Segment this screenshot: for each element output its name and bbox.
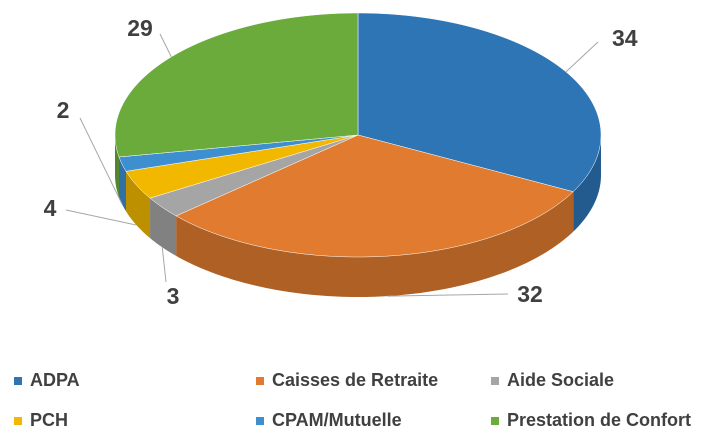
legend-label: Aide Sociale	[507, 370, 614, 390]
leader-line	[79, 117, 123, 205]
data-label: 2	[57, 97, 70, 123]
legend-marker	[14, 377, 22, 385]
slice-side	[115, 135, 119, 197]
slice	[175, 134, 574, 258]
legend-label: PCH	[30, 410, 68, 430]
slice-side	[573, 135, 601, 232]
slice-side	[150, 198, 177, 256]
slice-side	[118, 156, 127, 212]
legend-marker	[256, 417, 264, 425]
legend-marker	[256, 377, 264, 385]
legend-marker	[14, 417, 22, 425]
leader-line	[565, 41, 599, 73]
leader-line	[159, 33, 172, 58]
legend-marker	[491, 377, 499, 385]
legend-label: CPAM/Mutuelle	[272, 410, 402, 430]
leader-line	[65, 209, 137, 226]
data-label: 32	[517, 281, 543, 307]
slice	[118, 134, 359, 172]
leader-line	[161, 247, 167, 283]
data-label: 3	[167, 283, 180, 309]
data-label: 29	[127, 15, 153, 41]
legend-label: Caisses de Retraite	[272, 370, 438, 390]
legend-label: Prestation de Confort	[507, 410, 691, 430]
leader-line	[387, 293, 509, 297]
slice	[357, 12, 602, 192]
slice-side	[176, 191, 574, 297]
slice	[125, 134, 359, 199]
legend-label: ADPA	[30, 370, 80, 390]
data-label: 4	[44, 195, 57, 221]
slice	[149, 134, 359, 217]
data-label: 34	[612, 25, 638, 51]
slice-side	[126, 171, 151, 239]
legend-marker	[491, 417, 499, 425]
